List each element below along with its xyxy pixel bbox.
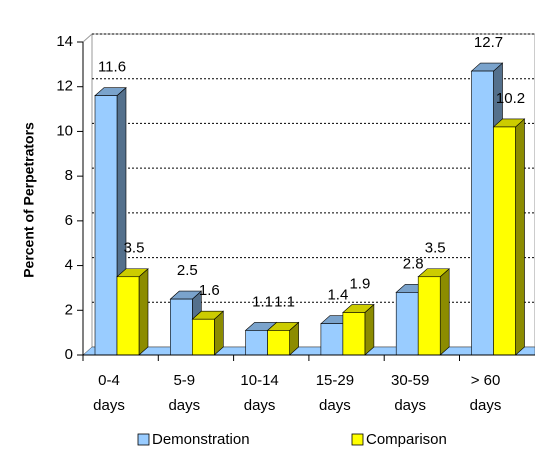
bar-side <box>439 268 450 356</box>
side-wall-edge <box>82 33 93 43</box>
y-axis-title: Percent of Perpetrators <box>21 122 37 278</box>
bar <box>94 95 118 356</box>
y-tick-label: 2 <box>65 301 73 318</box>
bar-side <box>138 268 149 356</box>
x-tick-label: 5-9 days <box>168 372 200 414</box>
value-label: 1.1 <box>252 293 273 310</box>
value-label: 11.6 <box>98 59 126 76</box>
legend-swatch <box>137 433 150 446</box>
bar <box>320 323 344 356</box>
value-label: 10.2 <box>496 90 525 107</box>
value-label: 1.6 <box>199 282 220 299</box>
bar <box>342 312 366 356</box>
floor <box>82 346 535 356</box>
y-tick-label: 10 <box>56 122 73 139</box>
legend-swatch <box>351 433 364 446</box>
bar <box>471 70 494 356</box>
value-label: 1.1 <box>274 293 295 310</box>
bar-side <box>515 118 525 356</box>
bar <box>192 318 215 356</box>
value-label: 3.5 <box>124 240 145 257</box>
value-label: 1.9 <box>349 275 370 292</box>
bar <box>417 276 441 356</box>
y-tick-label: 6 <box>65 212 73 229</box>
bar <box>267 330 290 356</box>
x-tick-label: > 60 days <box>470 372 502 414</box>
legend-label: Demonstration <box>152 431 250 448</box>
y-tick-label: 8 <box>65 167 73 184</box>
bar <box>116 276 140 356</box>
value-label: 2.8 <box>403 255 424 272</box>
back-wall <box>91 33 535 348</box>
legend-label: Comparison <box>366 431 447 448</box>
y-tick-label: 12 <box>56 78 73 95</box>
y-tick-label: 4 <box>65 257 73 274</box>
x-tick-label: 10-14 days <box>240 372 278 414</box>
x-tick-label: 30-59 days <box>391 372 429 414</box>
value-label: 1.4 <box>327 287 348 304</box>
bar <box>493 126 516 356</box>
bar <box>245 330 268 356</box>
value-label: 3.5 <box>425 240 446 257</box>
bar-side <box>364 303 375 356</box>
x-tick-label: 15-29 days <box>316 372 354 414</box>
value-label: 12.7 <box>474 34 503 51</box>
x-tick-label: 0-4 days <box>93 372 125 414</box>
bar <box>395 292 419 356</box>
value-label: 2.5 <box>177 262 198 279</box>
y-tick-label: 14 <box>56 33 73 50</box>
y-tick-label: 0 <box>65 346 73 363</box>
bar <box>170 298 193 356</box>
